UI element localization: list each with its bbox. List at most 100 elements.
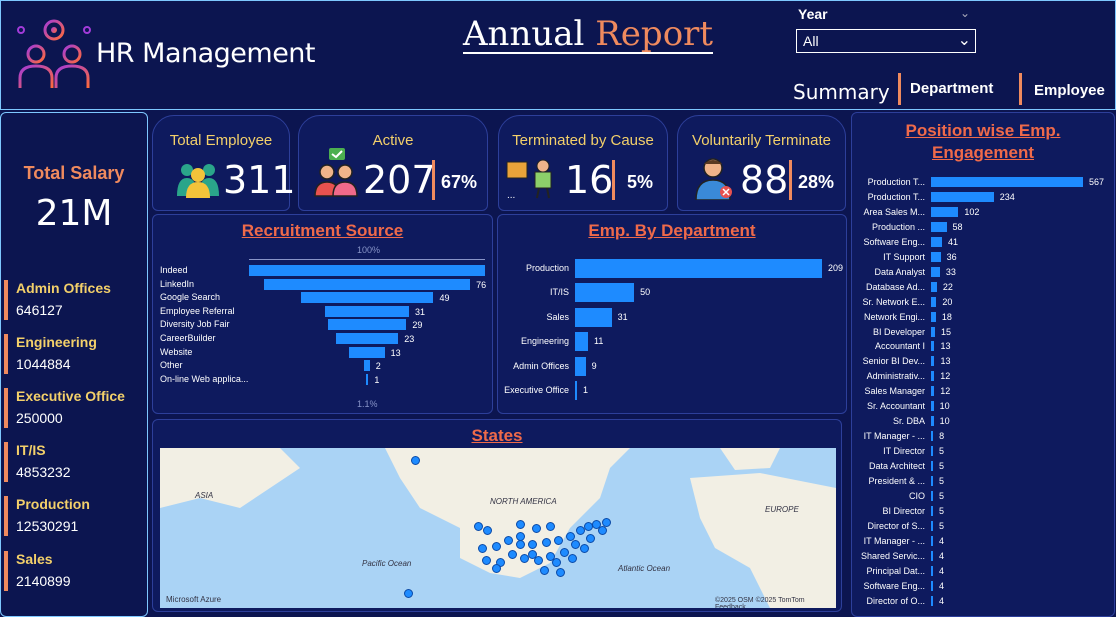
funnel-category-label: On-line Web applica... [160,373,249,384]
year-filter-collapse-icon[interactable]: ⌄ [960,6,971,20]
state-point-marker[interactable] [598,526,607,535]
state-point-marker[interactable] [546,552,555,561]
terminated-box-icon: ... [506,159,552,200]
position-bar [931,177,1083,187]
position-bar-value: 567 [1089,177,1105,187]
dept-bar-value: 31 [617,311,628,322]
state-point-marker[interactable] [516,520,525,529]
state-point-marker[interactable] [560,548,569,557]
state-point-marker[interactable] [528,540,537,549]
nav-department-button[interactable]: Department [910,80,994,97]
dept-salary: 4853232 [16,464,71,480]
position-bar-label: Administrativ... [866,371,925,382]
state-point-marker[interactable] [576,526,585,535]
state-point-marker[interactable] [568,554,577,563]
state-point-marker[interactable] [474,522,483,531]
position-bar [931,221,947,232]
position-bar-value: 41 [947,236,958,247]
position-bar-label: Accountant I [874,341,925,352]
state-point-marker[interactable] [556,568,565,577]
dept-salary-item: Admin Offices 646127 [4,280,144,320]
kpi-percent: 67% [441,172,478,192]
dept-bar-label: Production [525,263,569,273]
dept-salary-item: Production 12530291 [4,496,144,536]
dept-name: Sales [16,551,53,567]
position-bar-label: Data Architect [868,461,925,472]
position-bar [931,565,933,576]
state-point-marker[interactable] [540,566,549,575]
position-bar [931,520,933,531]
kpi-value: 16 [565,158,614,202]
state-point-marker[interactable] [566,532,575,541]
svg-text:...: ... [507,190,515,200]
dept-bar-value: 9 [591,360,597,371]
dept-bar-value: 1 [583,385,589,395]
state-point-marker[interactable] [483,526,492,535]
state-point-marker[interactable] [411,456,420,465]
state-point-marker[interactable] [492,542,501,551]
position-bar-label: BI Developer [872,326,925,337]
state-point-marker[interactable] [478,544,487,553]
funnel-category-label: Employee Referral [160,305,235,316]
state-point-marker[interactable] [586,534,595,543]
state-point-marker[interactable] [492,564,501,573]
state-point-marker[interactable] [546,522,555,531]
state-point-marker[interactable] [504,536,513,545]
nav-employee-button[interactable]: Employee [1034,82,1105,99]
app-title: HR Management [96,38,316,69]
state-point-marker[interactable] [552,558,561,567]
state-point-marker[interactable] [532,524,541,533]
state-point-marker[interactable] [542,538,551,547]
state-point-marker[interactable] [482,556,491,565]
funnel-bar [263,278,471,290]
states-map[interactable]: ASIA NORTH AMERICA EUROPE Pacific Ocean … [160,448,836,608]
position-bar-label: BI Director [882,505,925,516]
funnel-bar [365,373,369,385]
position-bar-label: Database Ad... [865,281,925,292]
position-bar-value: 5 [939,461,945,472]
state-point-marker[interactable] [571,540,580,549]
state-point-marker[interactable] [602,518,611,527]
position-bar-value: 4 [939,535,945,546]
funnel-top-line [249,259,485,260]
kpi-value: 311 [223,158,296,202]
position-bar-label: Software Eng... [863,580,925,591]
year-filter-label: Year [798,6,828,22]
state-point-marker[interactable] [516,540,525,549]
funnel-bar [324,305,410,317]
position-bar [931,311,936,322]
kpi-title: Voluntarily Terminate [692,132,831,149]
position-bar [931,386,935,397]
kpi-voluntarily-terminate: Voluntarily Terminate 88 28% [677,115,846,211]
position-bar-label: Senior BI Dev... [862,356,925,367]
dept-name: Executive Office [16,388,125,404]
position-bar-label: Shared Servic... [860,550,925,561]
state-point-marker[interactable] [554,536,563,545]
map-label-asia: ASIA [195,491,214,500]
position-bar-label: Area Sales M... [863,206,925,217]
position-bar-label: IT Manager - ... [863,431,925,442]
position-bar-label: IT Director [883,446,925,457]
dept-bar-label: IT/IS [549,287,569,298]
kpi-separator [432,160,435,200]
state-point-marker[interactable] [580,544,589,553]
position-bar [931,206,959,217]
year-filter-dropdown[interactable]: All ⌄ [796,29,976,53]
position-bar-value: 12 [940,371,951,382]
state-point-marker[interactable] [508,550,517,559]
map-attribution[interactable]: ©2025 OSM ©2025 TomTom Feedback [715,597,805,608]
kpi-total-employee: Total Employee 311 [152,115,296,211]
nav-summary-button[interactable]: Summary [793,80,890,104]
recruitment-source-title: Recruitment Source [241,221,404,240]
dept-salary-item: Executive Office 250000 [4,388,144,428]
state-point-marker[interactable] [528,550,537,559]
state-point-marker[interactable] [534,556,543,565]
position-bar [931,595,933,606]
dept-salary: 12530291 [16,518,79,534]
state-point-marker[interactable] [404,589,413,598]
position-bar [931,550,933,561]
total-salary-value: 21M [35,193,113,234]
state-point-marker[interactable] [520,554,529,563]
position-bar [931,341,935,352]
state-point-marker[interactable] [592,520,601,529]
